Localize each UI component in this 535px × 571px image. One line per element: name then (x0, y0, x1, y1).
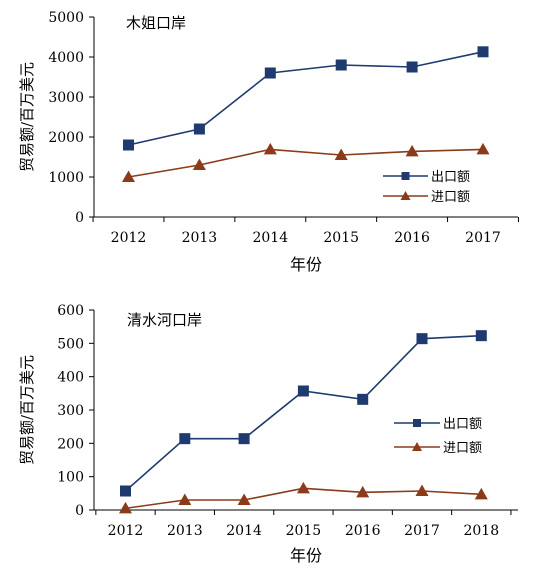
y-tick-label: 5000 (48, 10, 84, 26)
data-point-triangle (178, 493, 192, 505)
legend-label: 进口额 (431, 190, 470, 205)
data-point-triangle (415, 484, 429, 496)
chart-title: 清水河口岸 (127, 311, 202, 329)
data-point-square (123, 139, 134, 151)
data-point-triangle (263, 142, 277, 155)
data-point-triangle (192, 158, 206, 170)
data-point-triangle (476, 142, 490, 155)
y-tick-label: 0 (75, 210, 84, 226)
data-point-square (335, 59, 347, 71)
data-point-square (357, 393, 369, 405)
data-point-triangle (474, 487, 488, 500)
legend-marker-square (401, 172, 410, 180)
data-point-square (475, 330, 487, 342)
data-point-triangle (405, 144, 419, 157)
y-axis-label: 贸易额/百万美元 (18, 355, 36, 465)
data-point-triangle (122, 170, 135, 182)
legend-label: 进口额 (443, 441, 482, 456)
data-point-square (477, 46, 489, 58)
chart-panel-1: 0 1000 2000 3000 4000 5000 2012 2013 2014 2015 201… (18, 10, 519, 274)
x-tick-label: 2012 (111, 230, 147, 246)
data-point-square (416, 333, 428, 345)
data-point-triangle (356, 485, 370, 498)
y-tick-label: 2000 (48, 130, 84, 146)
y-axis-label: 贸易额/百万美元 (18, 62, 36, 172)
y-tick-label: 400 (57, 370, 84, 386)
x-tick-label: 2017 (404, 523, 440, 539)
x-tick-label: 2014 (226, 523, 262, 539)
legend-marker-square (413, 419, 421, 427)
x-tick-label: 2013 (182, 230, 218, 246)
data-point-square (238, 433, 250, 445)
data-point-triangle (119, 501, 132, 514)
chart-panel-2: 0 100 200 300 400 500 600 2012 2013 2014 2015 2016 2… (18, 303, 518, 565)
data-point-square (406, 61, 418, 73)
x-tick-label: 2016 (394, 230, 430, 246)
y-tick-label: 100 (57, 470, 84, 486)
x-tick-label: 2015 (286, 523, 322, 539)
data-point-square (297, 385, 309, 397)
y-tick-label: 200 (57, 436, 84, 452)
data-point-square (120, 485, 131, 497)
data-point-square (193, 123, 205, 135)
y-tick-label: 3000 (48, 90, 84, 106)
data-point-triangle (237, 493, 251, 505)
data-point-square (179, 433, 191, 445)
legend-label: 出口额 (443, 417, 482, 432)
chart-title: 木姐口岸 (126, 14, 186, 32)
data-point-triangle (334, 148, 348, 160)
y-tick-label: 0 (75, 503, 84, 519)
x-axis-label: 年份 (290, 255, 322, 274)
series-line-2 (128, 148, 484, 178)
x-axis-label: 年份 (290, 546, 322, 565)
x-tick-label: 2018 (463, 523, 499, 539)
y-tick-label: 600 (57, 303, 84, 319)
legend-marker-triangle (412, 442, 422, 451)
y-tick-label: 300 (57, 403, 84, 419)
y-tick-label: 4000 (48, 50, 84, 66)
data-point-triangle (296, 481, 310, 494)
data-point-square (264, 67, 276, 79)
x-tick-label: 2015 (323, 230, 359, 246)
legend-marker-triangle (400, 191, 411, 200)
x-tick-label: 2012 (108, 523, 144, 539)
series-line-1 (124, 334, 482, 492)
legend-label: 出口额 (431, 170, 470, 185)
y-tick-label: 1000 (48, 170, 84, 186)
y-tick-label: 500 (57, 336, 84, 352)
series-line-1 (128, 51, 484, 146)
x-tick-label: 2013 (167, 523, 203, 539)
x-tick-label: 2014 (252, 230, 288, 246)
x-tick-label: 2016 (345, 523, 381, 539)
x-tick-label: 2017 (465, 230, 501, 246)
